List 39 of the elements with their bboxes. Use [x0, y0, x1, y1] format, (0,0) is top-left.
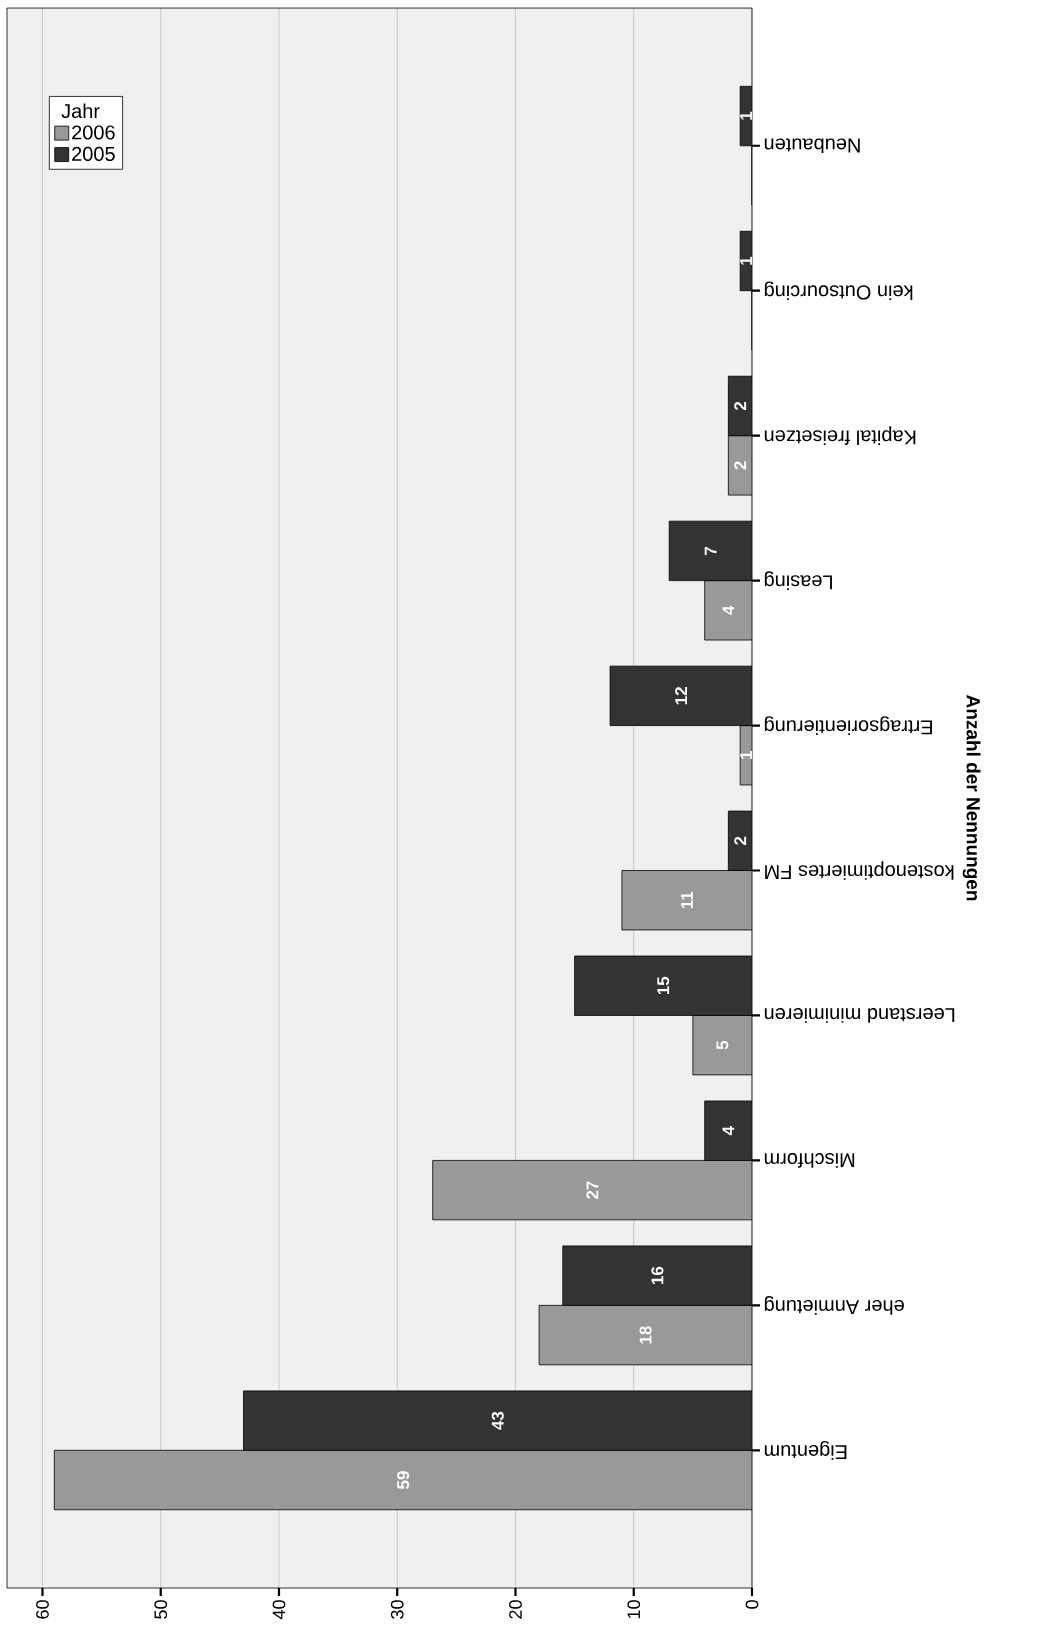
data-label: 16 — [651, 1266, 664, 1285]
x-tick-label: 20 — [509, 1600, 522, 1619]
x-tick-label: 50 — [154, 1600, 168, 1619]
x-tick-label: 0 — [745, 1600, 759, 1609]
data-label: 1 — [740, 751, 752, 759]
y-tick-label: Ertragsorientierung — [764, 716, 932, 735]
data-label: 27 — [586, 1181, 599, 1199]
data-label: 7 — [704, 546, 717, 555]
legend-label: 2006 — [72, 125, 115, 140]
y-tick-label: Kapital freisetzen — [764, 426, 916, 445]
y-tick-label: Mischform — [764, 1153, 855, 1168]
data-label: 59 — [397, 1471, 410, 1489]
data-label: 2 — [734, 401, 747, 411]
data-label: 4 — [722, 1126, 735, 1136]
data-label: 4 — [722, 605, 735, 615]
y-tick-label: eher Anmietung — [764, 1296, 904, 1315]
x-tick-label: 40 — [272, 1600, 286, 1620]
x-tick-label: 10 — [627, 1600, 641, 1619]
legend-label: 2005 — [72, 146, 115, 162]
y-tick-label: Leasing — [764, 571, 832, 590]
data-label: 18 — [639, 1326, 652, 1344]
y-tick-label: Eigentum — [764, 1440, 847, 1460]
data-label: 2 — [734, 461, 747, 470]
data-label: 2 — [734, 836, 747, 845]
y-tick-label: kein Outsourcing — [764, 281, 913, 301]
y-tick-label: Leerstand minimieren — [764, 1008, 955, 1023]
y-tick-label: Neubauten — [764, 138, 860, 154]
data-label: 1 — [740, 256, 752, 265]
data-label: 1 — [740, 111, 752, 120]
legend-title: Jahr — [61, 103, 100, 119]
data-label: 15 — [657, 976, 670, 995]
y-axis-title: Anzahl der Nennungen — [962, 695, 981, 901]
x-tick-label: 30 — [390, 1600, 404, 1619]
data-label: 12 — [675, 687, 687, 705]
x-tick-label: 60 — [36, 1600, 49, 1619]
data-label: 11 — [681, 891, 693, 909]
data-label: 5 — [716, 1040, 729, 1050]
data-label: 43 — [491, 1411, 504, 1430]
y-tick-label: kostenoptimiertes FM — [765, 861, 954, 880]
